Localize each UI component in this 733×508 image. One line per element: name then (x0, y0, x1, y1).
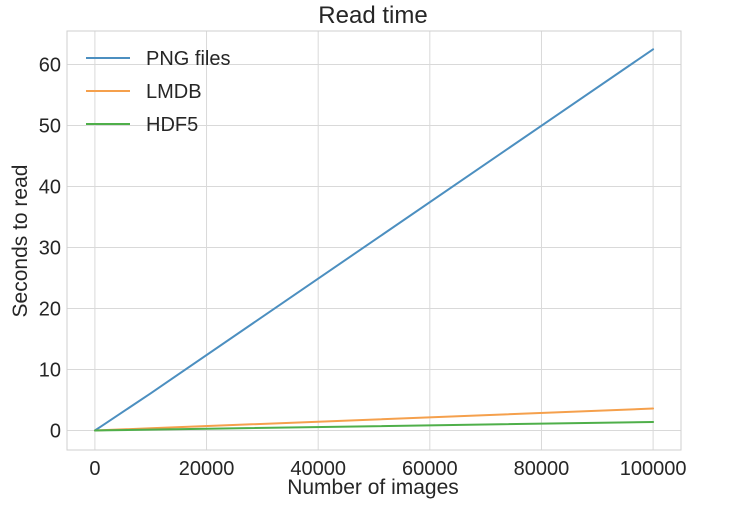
legend-item-3: HDF5 (86, 114, 198, 136)
x-tick-label: 60000 (402, 458, 458, 480)
y-tick-label: 10 (39, 359, 61, 381)
y-tick-label: 0 (50, 420, 61, 442)
tick-label-layer: 0 20000 40000 60000 80000 100000 0 10 20 30 40 50 60 (39, 55, 687, 480)
x-tick-label: 0 (89, 458, 100, 480)
x-tick-label: 40000 (290, 458, 346, 480)
legend-item-2: LMDB (86, 81, 202, 103)
y-tick-label: 40 (39, 177, 61, 199)
y-tick-label: 50 (39, 116, 61, 138)
chart-title: Read time (318, 2, 427, 29)
legend-label: HDF5 (146, 114, 198, 136)
x-tick-label: 100000 (620, 458, 687, 480)
grid-layer (67, 31, 681, 450)
y-tick-label: 20 (39, 299, 61, 321)
x-axis-label: Number of images (287, 476, 459, 499)
x-tick-label: 20000 (179, 458, 235, 480)
series-layer (93, 48, 655, 432)
series-line-3 (93, 420, 655, 432)
x-tick-label: 80000 (514, 458, 570, 480)
y-tick-label: 30 (39, 238, 61, 260)
legend-item-1: PNG files (86, 48, 230, 70)
y-axis-label: Seconds to read (9, 165, 32, 318)
legend-label: PNG files (146, 48, 230, 70)
y-tick-label: 60 (39, 55, 61, 77)
legend: PNG files LMDB HDF5 (86, 48, 230, 136)
plot-frame (66, 30, 682, 451)
legend-label: LMDB (146, 81, 202, 103)
